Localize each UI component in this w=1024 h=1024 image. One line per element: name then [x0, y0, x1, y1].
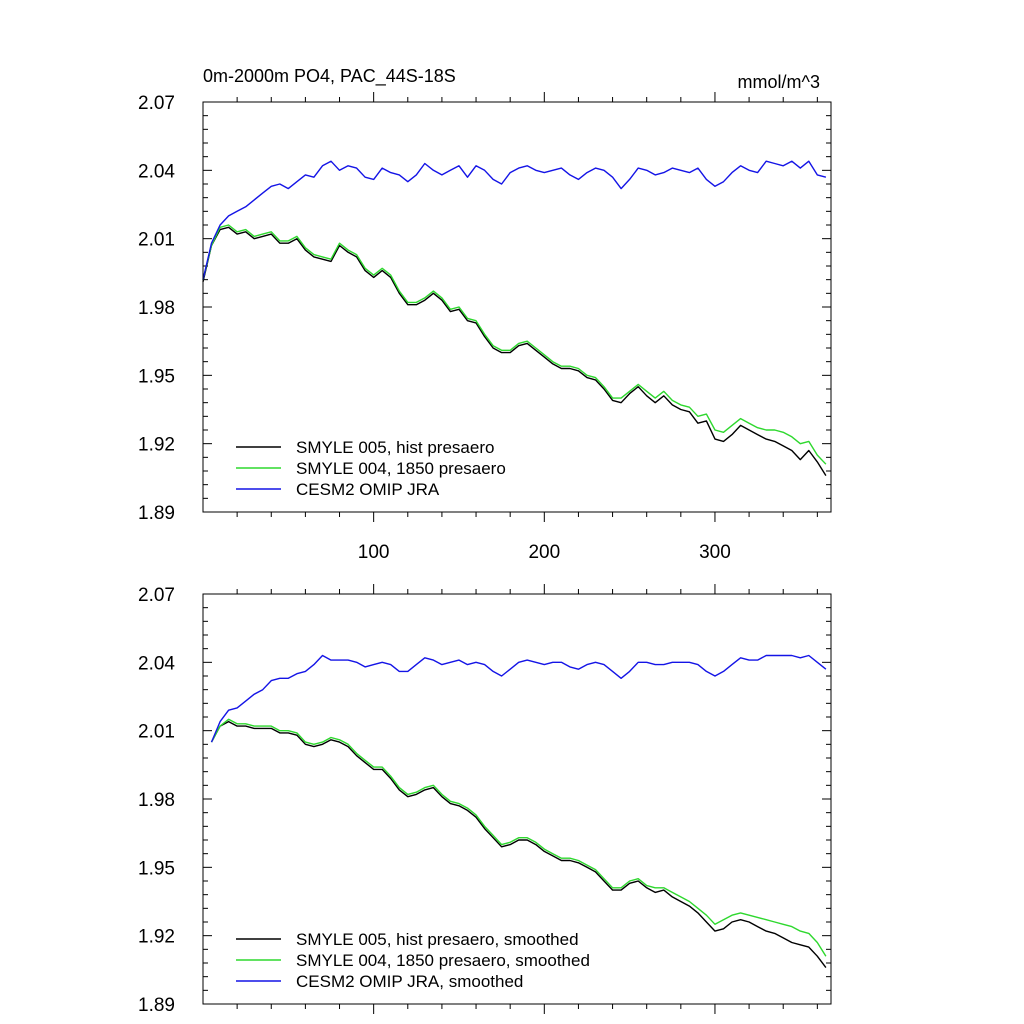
series-line-2 [210, 718, 827, 957]
y-tick-label: 1.92 [138, 927, 175, 948]
bottom-panel-ticks: 1.89 1.92 1.95 1.98 2.01 2.04 2.07 [138, 584, 831, 1016]
y-tick-label: 1.98 [138, 790, 175, 811]
y-tick-label: 1.89 [138, 503, 175, 524]
top-panel-series [202, 160, 827, 476]
legend-label: SMYLE 005, hist presaero [296, 438, 494, 457]
y-tick-label: 2.04 [138, 653, 175, 674]
bottom-panel-frame [202, 593, 832, 1005]
x-tick-label: 300 [699, 542, 731, 563]
y-tick-label: 2.01 [138, 722, 175, 743]
series-line-2 [202, 224, 827, 465]
legend-label: SMYLE 004, 1850 presaero [296, 459, 506, 478]
top-panel-frame [202, 101, 832, 513]
y-tick-label: 1.92 [138, 435, 175, 456]
bottom-panel-series [210, 654, 827, 969]
series-line-1 [210, 720, 827, 969]
bottom-panel-legend: SMYLE 005, hist presaero, smoothed SMYLE … [236, 930, 590, 991]
x-tick-label: 200 [528, 542, 560, 563]
legend-label: CESM2 OMIP JRA [296, 480, 440, 499]
series-line-3 [202, 160, 827, 280]
legend-label: SMYLE 004, 1850 presaero, smoothed [296, 951, 590, 970]
y-tick-label: 2.01 [138, 230, 175, 251]
legend-label: CESM2 OMIP JRA, smoothed [296, 972, 523, 991]
y-tick-label: 2.07 [138, 585, 175, 606]
y-tick-label: 1.95 [138, 366, 175, 387]
units-label: mmol/m^3 [738, 72, 820, 92]
y-tick-label: 1.89 [138, 995, 175, 1016]
y-tick-label: 1.98 [138, 298, 175, 319]
x-tick-label: 100 [358, 542, 390, 563]
chart-title: 0m-2000m PO4, PAC_44S-18S [203, 66, 456, 87]
top-panel-legend: SMYLE 005, hist presaero SMYLE 004, 1850 … [236, 438, 506, 499]
top-panel: 0m-2000m PO4, PAC_44S-18S mmol/m^3 1.891… [138, 66, 832, 563]
series-line-3 [210, 654, 827, 743]
series-line-1 [202, 226, 827, 476]
legend-label: SMYLE 005, hist presaero, smoothed [296, 930, 579, 949]
y-tick-label: 1.95 [138, 858, 175, 879]
bottom-panel: 1.89 1.92 1.95 1.98 2.01 2.04 2.07 SMYLE 005, … [138, 584, 832, 1016]
top-panel-ticks: 1.89 1.92 1.95 1.98 2.01 2.04 2.07 100 200 300 [138, 92, 831, 563]
y-tick-label: 2.04 [138, 161, 175, 182]
y-tick-label: 2.07 [138, 93, 175, 114]
